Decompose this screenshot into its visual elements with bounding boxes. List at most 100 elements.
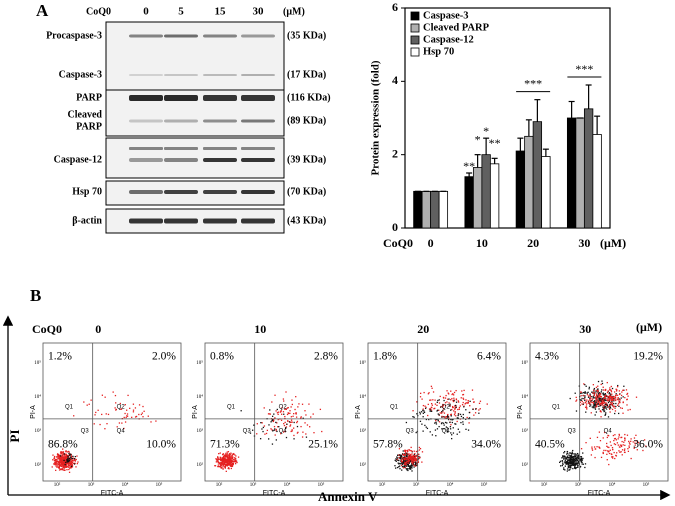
flow-dot	[101, 413, 103, 416]
flow-dot	[62, 465, 65, 467]
flow-dot	[277, 418, 279, 421]
flow-dot	[608, 400, 611, 402]
flow-dot	[595, 398, 597, 400]
flow-dot	[572, 455, 574, 458]
flow-dot	[563, 467, 565, 469]
flow-dot	[570, 465, 572, 467]
flow-dot	[630, 440, 632, 442]
flow-dot	[586, 407, 588, 409]
flow-dot	[455, 406, 457, 409]
flow-dot	[225, 454, 228, 456]
flow-dot	[607, 398, 609, 400]
flow-dot	[69, 456, 72, 458]
flow-dot	[575, 462, 577, 465]
blot-band	[164, 74, 198, 76]
flow-dot	[618, 433, 620, 436]
flow-dot	[115, 402, 117, 404]
flow-dot	[295, 416, 298, 418]
flow-dot	[229, 454, 231, 456]
legend-swatch	[410, 23, 420, 33]
flow-dot	[410, 466, 412, 468]
flow-dot	[414, 452, 416, 455]
flow-dot	[62, 459, 64, 461]
flow-dot	[57, 454, 60, 456]
flow-dot	[306, 424, 309, 426]
flow-dot	[224, 458, 227, 460]
flow-dot	[642, 449, 644, 452]
flow-dot	[593, 446, 596, 448]
flow-dot	[62, 455, 64, 457]
flow-dot	[571, 463, 573, 465]
flow-dot	[607, 390, 609, 392]
flow-dot	[610, 385, 612, 388]
flow-dot	[65, 456, 68, 459]
flow-dot	[411, 467, 413, 469]
flow-dot	[620, 445, 623, 448]
flow-dot	[218, 462, 221, 465]
flow-dot	[417, 460, 419, 463]
flow-dot	[275, 439, 277, 441]
flow-dot	[606, 442, 608, 445]
flow-dot	[398, 465, 401, 467]
flow-dot	[436, 410, 438, 412]
flow-dot	[71, 464, 73, 466]
flow-dot	[282, 398, 285, 400]
flow-dot	[570, 461, 572, 463]
flow-dot	[578, 458, 580, 460]
flow-dot	[632, 441, 634, 443]
flow-dot	[598, 397, 600, 400]
flow-dot	[225, 459, 227, 461]
flow-dot	[274, 417, 276, 419]
flow-dot	[577, 460, 579, 462]
blot-band	[129, 119, 163, 123]
flow-dot	[446, 427, 449, 429]
flow-dot	[286, 407, 289, 409]
flow-dot	[598, 400, 600, 402]
flow-dot	[291, 429, 293, 431]
flow-dot	[486, 403, 488, 405]
flow-dot	[409, 456, 412, 459]
flow-dot	[469, 405, 471, 407]
flow-dot	[67, 455, 70, 457]
flow-dot	[462, 421, 464, 423]
y-tick-label: 6	[392, 0, 398, 14]
flow-dot	[63, 465, 66, 467]
flow-dot	[65, 464, 67, 467]
bar	[481, 154, 491, 229]
flow-dot	[227, 463, 229, 465]
flow-dot	[278, 426, 280, 428]
flow-dot	[229, 462, 231, 465]
flow-dot	[570, 454, 572, 456]
flow-dot	[410, 458, 412, 460]
flow-dot	[563, 457, 565, 459]
flow-dot	[594, 403, 596, 406]
flow-dot	[592, 404, 595, 406]
flow-dot	[409, 466, 412, 468]
flow-dot	[569, 462, 571, 464]
flow-dot	[147, 415, 149, 417]
flow-dot	[289, 425, 291, 427]
flow-dot	[260, 422, 262, 424]
flow-dot	[618, 405, 620, 408]
flow-dot	[67, 458, 70, 460]
row-label: PARP	[76, 92, 102, 103]
flow-dot	[67, 462, 69, 465]
flow-dot	[442, 409, 444, 412]
flow-dot	[65, 461, 67, 464]
flow-tick: 10²	[216, 482, 223, 488]
flow-dot	[589, 401, 591, 404]
flow-dot	[232, 456, 234, 458]
flow-dot	[592, 392, 594, 394]
flow-dot	[562, 463, 564, 466]
flow-tick: 10⁴	[609, 482, 616, 488]
flow-dot	[231, 453, 233, 455]
flow-dot	[568, 467, 570, 469]
legend-swatch	[410, 11, 420, 21]
row-size: (35 KDa)	[287, 30, 326, 41]
flow-dot	[52, 459, 54, 461]
flow-dot	[590, 400, 592, 403]
flow-dot	[600, 456, 603, 459]
flow-dot	[605, 394, 607, 397]
flow-dot	[415, 465, 417, 467]
flow-dot	[72, 455, 74, 458]
